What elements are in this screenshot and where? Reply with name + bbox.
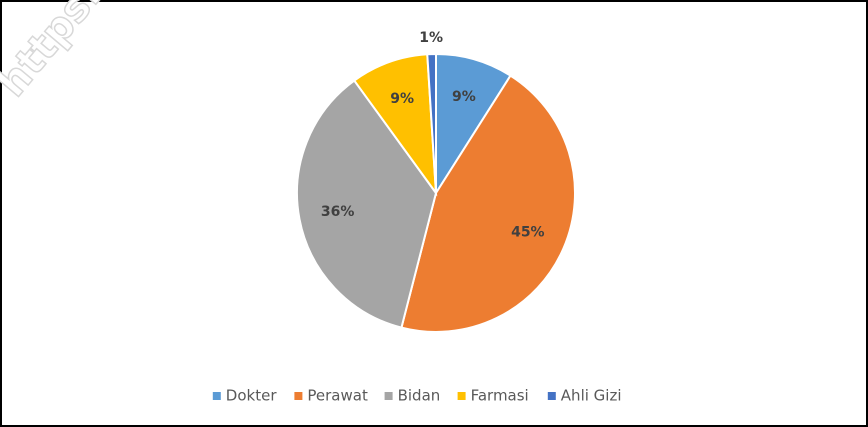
legend-label: Farmasi — [471, 387, 529, 405]
legend-swatch — [547, 392, 556, 400]
pie-slice — [400, 74, 576, 333]
pie-slice — [426, 52, 437, 194]
pie-slice — [296, 79, 438, 329]
data-label: 9% — [390, 91, 414, 107]
legend-swatch — [294, 392, 303, 400]
pie-slice — [435, 52, 512, 197]
legend-swatch — [212, 392, 221, 400]
data-label: 36% — [321, 204, 355, 220]
pie-slice — [352, 53, 438, 197]
data-label: 9% — [452, 89, 476, 105]
legend-label: Perawat — [307, 387, 368, 405]
legend-label: Dokter — [226, 387, 278, 405]
legend-label: Ahli Gizi — [561, 387, 622, 405]
data-label: 45% — [511, 225, 545, 241]
legend-label: Bidan — [398, 387, 441, 405]
legend-swatch — [384, 392, 393, 400]
legend-swatch — [457, 392, 466, 400]
data-label: 1% — [419, 30, 443, 46]
